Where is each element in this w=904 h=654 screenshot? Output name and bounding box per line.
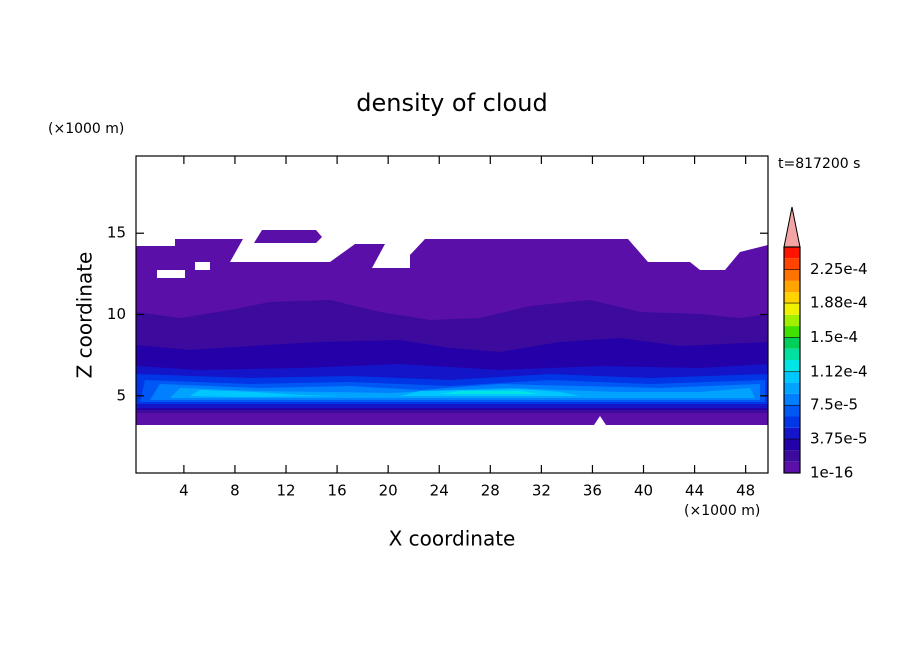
x-tick-label: 8 [230, 482, 240, 500]
colorbar-extend [783, 206, 801, 248]
colorbar-swatch [784, 416, 800, 428]
x-tick-label: 24 [430, 482, 449, 500]
y-axis-label: Z coordinate [73, 252, 97, 379]
colorbar-swatch [784, 303, 800, 315]
x-tick-label: 32 [532, 482, 551, 500]
x-unit: (×1000 m) [684, 503, 760, 519]
colorbar-swatch [784, 371, 800, 383]
contour-band [254, 230, 322, 243]
time-annotation: t=817200 s [778, 156, 860, 172]
colorbar-label: 1.88e-4 [810, 294, 868, 312]
colorbar-swatch [784, 348, 800, 360]
x-tick-label: 12 [276, 482, 295, 500]
colorbar-swatch [784, 314, 800, 327]
x-tick-label: 20 [379, 482, 398, 500]
colorbar-swatch [784, 427, 800, 440]
x-tick-label: 48 [736, 482, 755, 500]
x-tick-label: 4 [179, 482, 189, 500]
hole [157, 270, 185, 278]
colorbar-swatch [784, 337, 800, 349]
x-tick-label: 40 [634, 482, 653, 500]
colorbar-label: 7.5e-5 [810, 396, 858, 414]
contour-band [190, 390, 340, 397]
colorbar-swatch [784, 326, 800, 338]
colorbar-label: 1e-16 [810, 464, 853, 482]
x-tick-label: 16 [328, 482, 347, 500]
colorbar-label: 3.75e-5 [810, 430, 868, 448]
colorbar-label: 1.12e-4 [810, 362, 868, 380]
colorbar-swatch [784, 393, 800, 406]
colorbar-label: 2.25e-4 [810, 260, 868, 278]
x-tick-label: 28 [481, 482, 500, 500]
y-tick-label: 15 [107, 224, 126, 242]
hole [195, 262, 210, 270]
contour-field [136, 230, 768, 425]
contour-band [440, 391, 540, 394]
colorbar-swatch [784, 247, 800, 259]
x-tick-label: 44 [685, 482, 704, 500]
chart-title: density of cloud [356, 89, 547, 117]
y-unit: (×1000 m) [48, 121, 124, 137]
x-tick-label: 36 [583, 482, 602, 500]
y-tick-label: 5 [116, 386, 126, 404]
colorbar-swatch [784, 269, 800, 281]
colorbar-swatch [784, 461, 800, 473]
colorbar-swatch [784, 450, 800, 462]
colorbar-swatch [784, 382, 800, 394]
colorbar-swatch [784, 405, 800, 417]
colorbar-swatch [784, 439, 800, 451]
y-tick-label: 10 [107, 305, 126, 323]
colorbar-swatch [784, 360, 800, 372]
colorbar-swatch [784, 292, 800, 304]
colorbar-swatch [784, 280, 800, 293]
colorbar-label: 1.5e-4 [810, 328, 858, 346]
colorbar-swatch [784, 258, 800, 270]
x-axis-label: X coordinate [389, 527, 516, 551]
